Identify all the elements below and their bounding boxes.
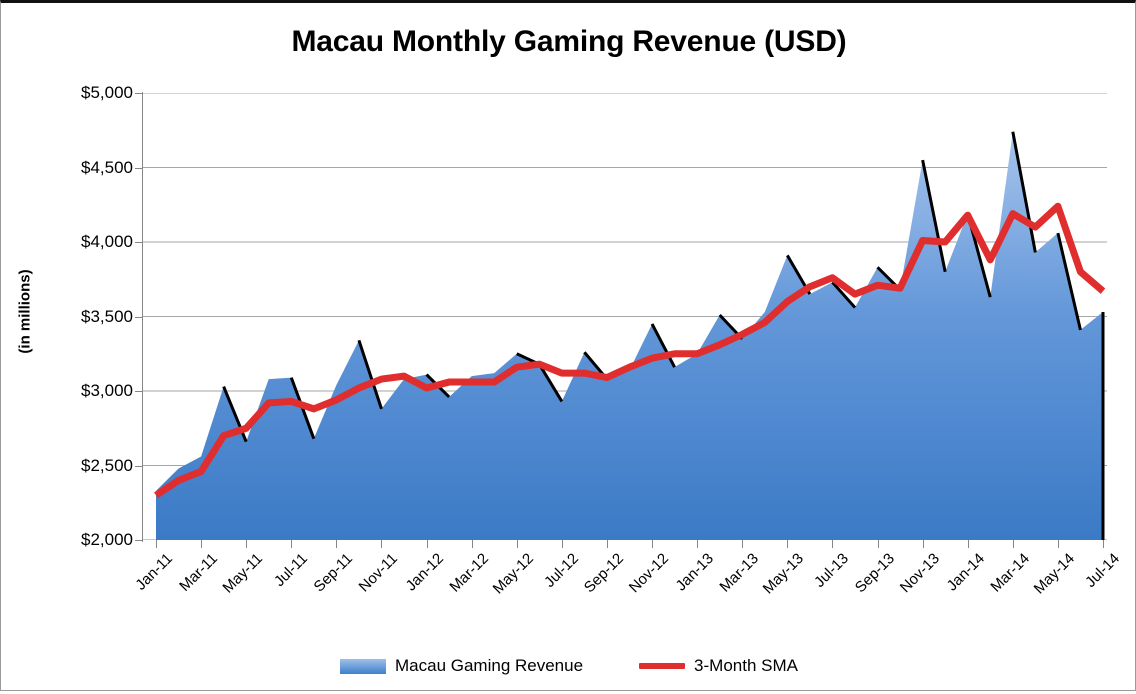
y-axis-tick-mark	[135, 466, 143, 467]
y-axis-tick-mark	[135, 93, 143, 94]
legend-item-macau-gaming-revenue[interactable]: Macau Gaming Revenue	[340, 656, 583, 676]
chart-title: Macau Monthly Gaming Revenue (USD)	[1, 25, 1136, 59]
legend-label-sma: 3-Month SMA	[694, 656, 798, 676]
series-area-macau-gaming-revenue	[156, 132, 1103, 540]
y-axis-tick-label: $5,000	[43, 83, 133, 103]
legend-label-revenue: Macau Gaming Revenue	[395, 656, 583, 676]
y-axis-tick-mark	[135, 168, 143, 169]
plot-area	[143, 93, 1107, 540]
y-axis-tick-label: $4,000	[43, 232, 133, 252]
y-axis-tick-mark	[135, 242, 143, 243]
y-axis-tick-mark	[135, 317, 143, 318]
y-axis-tick-label: $3,000	[43, 381, 133, 401]
y-axis-tick-label: $2,500	[43, 456, 133, 476]
y-axis-tick-mark	[135, 540, 143, 541]
chart-legend: Macau Gaming Revenue 3-Month SMA	[1, 656, 1136, 676]
y-axis-tick-label: $3,500	[43, 307, 133, 327]
y-axis-tick-mark	[135, 391, 143, 392]
x-axis-tick-labels: Jan-11Mar-11May-11Jul-11Sep-11Nov-11Jan-…	[1, 546, 1136, 626]
y-axis-title: (in millions)	[17, 252, 34, 372]
line-swatch-icon	[639, 663, 685, 669]
legend-item-3-month-sma[interactable]: 3-Month SMA	[639, 656, 798, 676]
chart-plot-svg	[143, 93, 1107, 540]
y-axis-tick-label: $4,500	[43, 158, 133, 178]
chart-container: Macau Monthly Gaming Revenue (USD) (in m…	[0, 0, 1136, 691]
area-swatch-icon	[340, 659, 386, 674]
